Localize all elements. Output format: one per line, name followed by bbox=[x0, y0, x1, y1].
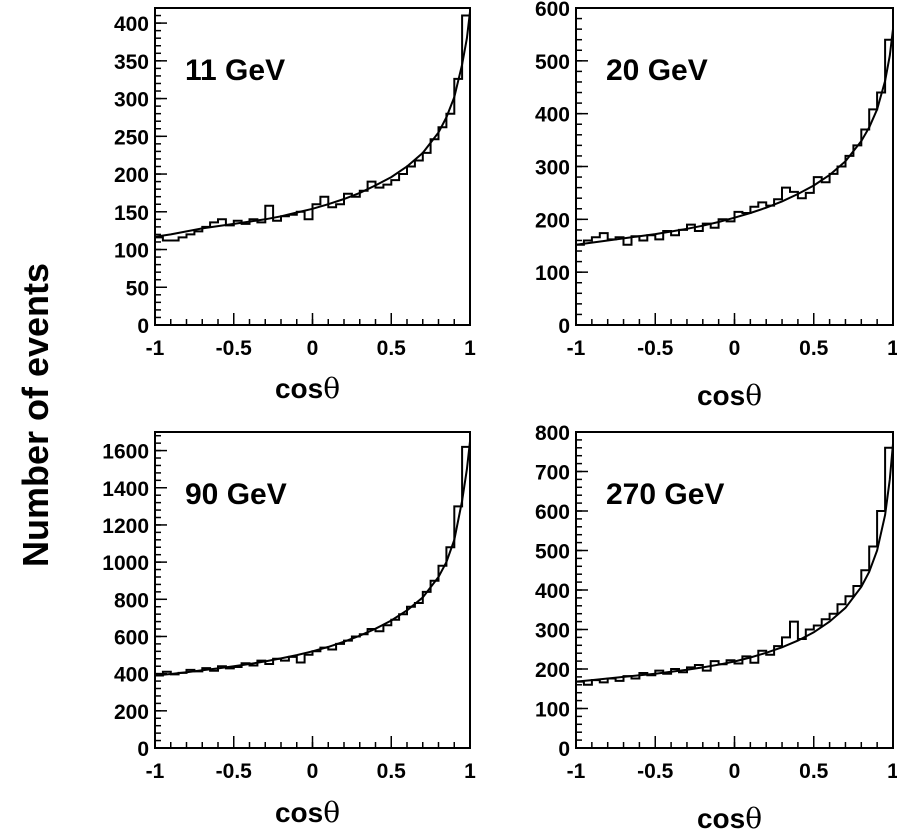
x-axis-title: cosθ bbox=[697, 802, 762, 835]
y-tick-label: 400 bbox=[114, 664, 149, 687]
x-axis-title-text: cos bbox=[275, 373, 323, 404]
y-tick-label: 200 bbox=[114, 164, 149, 187]
x-tick-label: -1 bbox=[146, 760, 165, 783]
theta-symbol: θ bbox=[323, 372, 340, 405]
x-tick-label: -0.5 bbox=[637, 337, 674, 360]
y-tick-label: 600 bbox=[114, 626, 149, 649]
fit-curve bbox=[154, 441, 471, 677]
y-tick-label: 0 bbox=[558, 738, 570, 761]
y-tick-label: 700 bbox=[535, 462, 570, 485]
x-tick-label: 0 bbox=[729, 760, 741, 783]
x-tick-label: -1 bbox=[567, 760, 586, 783]
panel-270-gev: -1 -0.5 0 0.5 1 0 100 200 300 400 500 600 700 800 270 … bbox=[535, 422, 897, 835]
y-tick-label: 1000 bbox=[102, 552, 149, 575]
x-tick-label: 0.5 bbox=[377, 760, 407, 783]
x-tick-label: 1 bbox=[464, 337, 476, 360]
panel-20-gev: -1 -0.5 0 0.5 1 0 100 200 300 400 500 600 20 GeV cosθ bbox=[535, 0, 897, 412]
fit-curve bbox=[154, 11, 471, 238]
y-tick-label: 0 bbox=[137, 315, 149, 338]
y-tick-label: 600 bbox=[535, 0, 570, 21]
x-tick-label: -0.5 bbox=[216, 337, 253, 360]
y-axis-title: Number of events bbox=[15, 263, 56, 567]
y-tick-label: 200 bbox=[114, 701, 149, 724]
y-tick-label: 400 bbox=[535, 104, 570, 127]
y-tick-label: 100 bbox=[535, 262, 570, 285]
y-tick-label: 0 bbox=[558, 315, 570, 338]
x-axis-title: cosθ bbox=[275, 796, 340, 829]
y-tick-label: 800 bbox=[535, 422, 570, 445]
y-tick-label: 100 bbox=[114, 240, 149, 263]
x-tick-label: 0.5 bbox=[377, 337, 407, 360]
x-axis-title: cosθ bbox=[275, 372, 340, 405]
x-tick-label: -1 bbox=[146, 337, 165, 360]
fit-curve bbox=[575, 443, 894, 683]
y-tick-label: 1400 bbox=[102, 478, 149, 501]
y-tick-label: 800 bbox=[114, 589, 149, 612]
y-tick-label: 150 bbox=[114, 202, 149, 225]
y-tick-label: 300 bbox=[535, 157, 570, 180]
y-tick-label: 400 bbox=[114, 13, 149, 36]
x-tick-label: 0 bbox=[729, 337, 741, 360]
panel-11-gev: -1 -0.5 0 0.5 1 0 50 100 150 200 250 300 350 400 11 Ge… bbox=[114, 7, 476, 405]
y-tick-label: 350 bbox=[114, 51, 149, 74]
y-tick-label: 500 bbox=[535, 51, 570, 74]
y-tick-label: 600 bbox=[535, 501, 570, 524]
y-tick-label: 200 bbox=[535, 209, 570, 232]
y-tick-label: 100 bbox=[535, 699, 570, 722]
theta-symbol: θ bbox=[323, 796, 340, 829]
x-tick-label: -0.5 bbox=[637, 760, 674, 783]
x-axis-title: cosθ bbox=[697, 379, 762, 412]
x-axis-title-text: cos bbox=[275, 797, 323, 828]
x-tick-label: 1 bbox=[887, 760, 897, 783]
x-tick-label: 0.5 bbox=[799, 337, 829, 360]
energy-label: 20 GeV bbox=[606, 54, 708, 87]
theta-symbol: θ bbox=[745, 379, 762, 412]
x-tick-label: 0 bbox=[307, 760, 319, 783]
y-tick-label: 200 bbox=[535, 659, 570, 682]
y-tick-label: 300 bbox=[535, 620, 570, 643]
x-axis-title-text: cos bbox=[697, 380, 745, 411]
x-tick-label: 1 bbox=[464, 760, 476, 783]
energy-label: 90 GeV bbox=[185, 478, 287, 511]
histogram-series bbox=[155, 14, 470, 242]
y-tick-label: 0 bbox=[137, 738, 149, 761]
x-tick-label: 1 bbox=[887, 337, 897, 360]
x-axis-title-text: cos bbox=[697, 803, 745, 834]
y-tick-label: 50 bbox=[126, 277, 149, 300]
x-tick-label: 0 bbox=[307, 337, 319, 360]
theta-symbol: θ bbox=[745, 802, 762, 835]
y-tick-label: 300 bbox=[114, 89, 149, 112]
y-tick-label: 1200 bbox=[102, 515, 149, 538]
x-tick-label: -1 bbox=[567, 337, 586, 360]
y-tick-label: 400 bbox=[535, 580, 570, 603]
x-tick-label: 0.5 bbox=[799, 760, 829, 783]
energy-label: 11 GeV bbox=[185, 54, 285, 87]
energy-label: 270 GeV bbox=[606, 478, 724, 511]
y-tick-label: 1600 bbox=[102, 441, 149, 464]
panel-90-gev: -1 -0.5 0 0.5 1 0 200 400 600 800 1000 1200 1400 1600… bbox=[102, 431, 476, 829]
x-tick-label: -0.5 bbox=[216, 760, 253, 783]
y-tick-label: 500 bbox=[535, 541, 570, 564]
fit-curve bbox=[575, 28, 894, 246]
y-tick-label: 250 bbox=[114, 126, 149, 149]
